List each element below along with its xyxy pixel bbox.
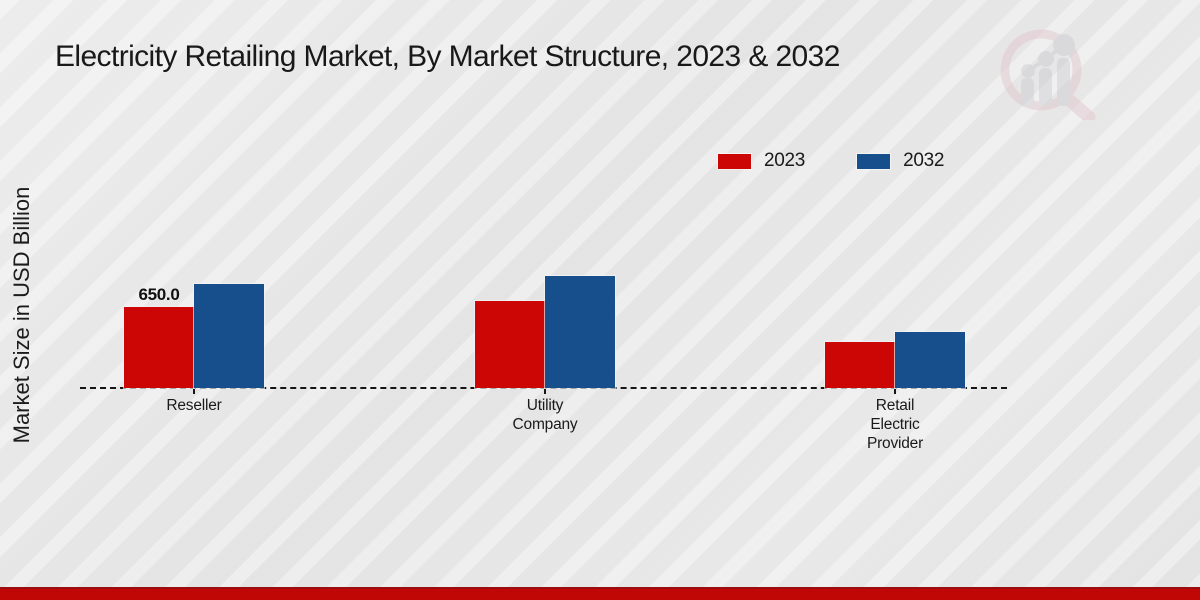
bar-value-label: 650.0 bbox=[138, 285, 180, 304]
legend-swatch-2032-icon bbox=[857, 153, 891, 169]
market-research-magnifier-logo-icon bbox=[1000, 29, 1096, 120]
x-category-label: Reseller bbox=[166, 397, 222, 414]
bar-2032-utility-company bbox=[545, 276, 615, 388]
footer-accent-bar bbox=[0, 587, 1200, 600]
chart-title: Electricity Retailing Market, By Market … bbox=[55, 40, 840, 73]
bar-2023-retail-electric-provider bbox=[825, 341, 895, 388]
legend-swatch-2023-icon bbox=[718, 153, 751, 169]
x-axis-tick bbox=[544, 389, 546, 394]
legend-item-2023: 2023 bbox=[718, 150, 805, 172]
bar-2032-reseller bbox=[194, 283, 264, 388]
x-axis-baseline bbox=[80, 387, 1007, 389]
legend-item-2032: 2032 bbox=[857, 150, 944, 172]
x-category-label: Retail Electric Provider bbox=[866, 397, 924, 452]
legend-label-2023: 2023 bbox=[764, 150, 806, 171]
x-axis-tick bbox=[193, 389, 195, 394]
bar-2023-utility-company bbox=[475, 300, 545, 388]
bar-2023-reseller bbox=[124, 307, 194, 388]
legend-label-2032: 2032 bbox=[903, 150, 945, 171]
x-category-label: Utility Company bbox=[512, 397, 578, 433]
legend: 2023 2032 bbox=[718, 150, 944, 172]
bar-2032-retail-electric-provider bbox=[895, 331, 965, 388]
x-axis-tick bbox=[894, 389, 896, 394]
